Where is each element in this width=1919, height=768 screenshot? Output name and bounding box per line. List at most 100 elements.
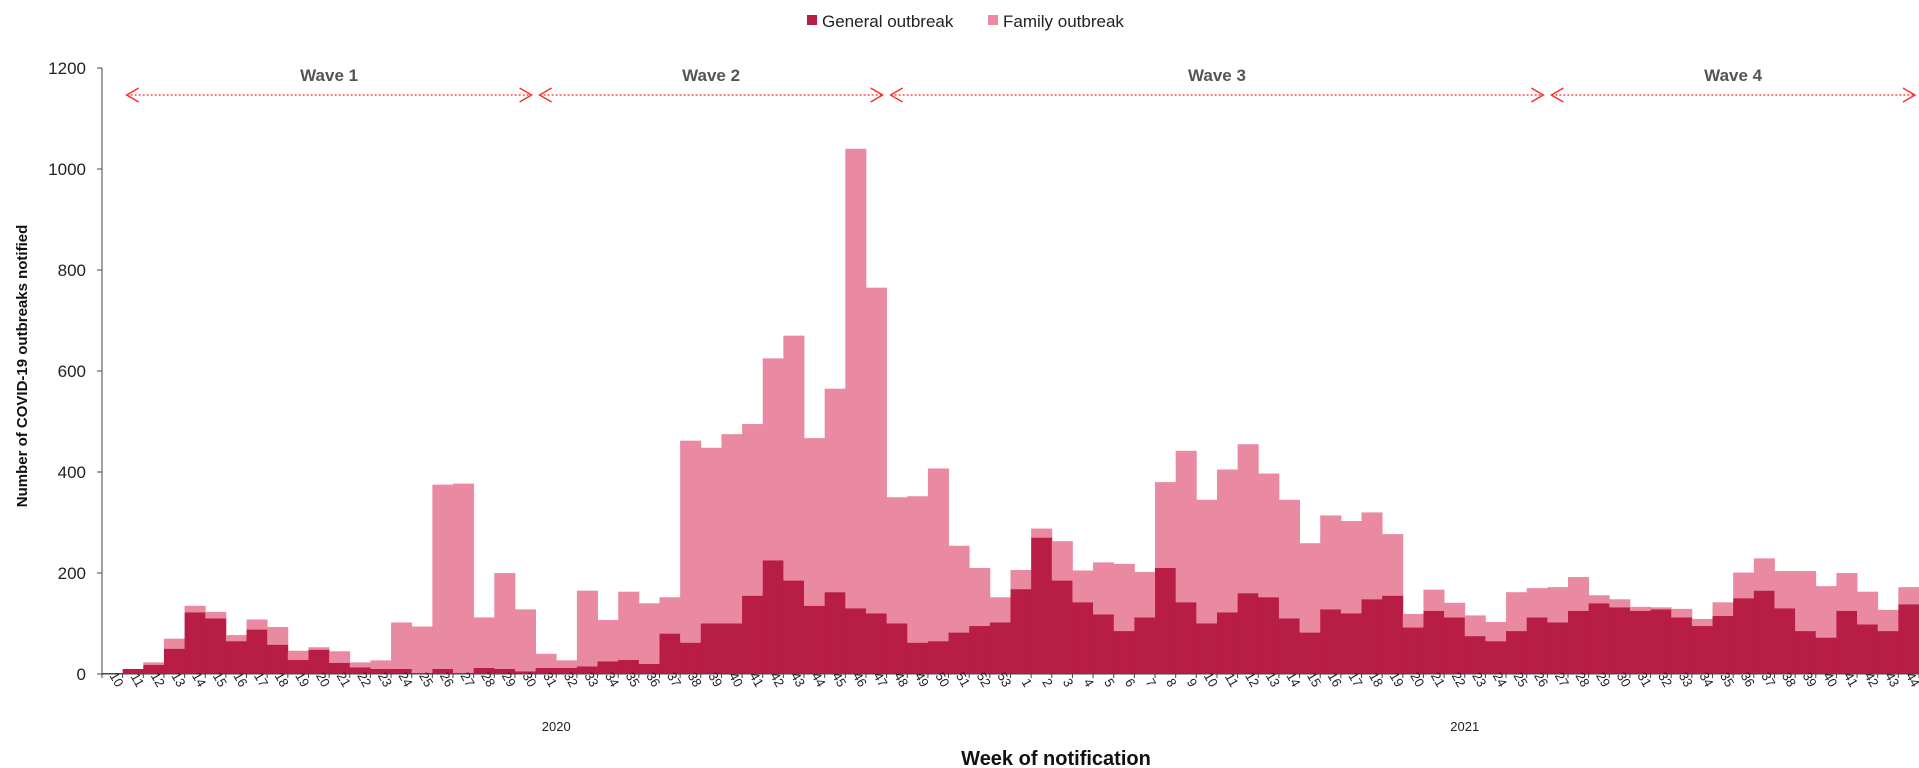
x-tick-label: 51 (953, 669, 973, 689)
x-tick-label: 17 (1345, 669, 1365, 689)
bar-general-outbreak (721, 623, 743, 674)
x-tick-label: 7 (1142, 676, 1159, 690)
bar-general-outbreak (267, 644, 289, 674)
bar-family-outbreak (1650, 607, 1672, 610)
x-tick-label: 34 (602, 669, 622, 689)
bar-general-outbreak (1155, 567, 1177, 674)
x-tick-label: 10 (1201, 669, 1221, 689)
bar-family-outbreak (514, 609, 537, 672)
bar-general-outbreak (927, 641, 949, 674)
x-tick-label: 5 (1101, 676, 1118, 690)
x-axis-ticks: 10 11 12 13 14 15 16 17 18 19 20 21 22 23 24 25 26 27 28 29… (101, 669, 1919, 690)
bar-family-outbreak (1031, 528, 1053, 538)
bar-general-outbreak (1299, 632, 1321, 674)
x-tick-label: 3 (1060, 676, 1077, 690)
bar-family-outbreak (411, 626, 433, 673)
bar-general-outbreak (1774, 608, 1796, 674)
bar-general-outbreak (1650, 609, 1672, 674)
bar-general-outbreak (225, 641, 247, 674)
x-tick-label: 22 (354, 669, 374, 689)
bar-general-outbreak (473, 667, 495, 674)
bar-general-outbreak (205, 618, 227, 674)
bar-general-outbreak (1898, 604, 1919, 674)
bar-general-outbreak (1733, 598, 1755, 674)
x-tick-label: 23 (375, 669, 395, 689)
legend-swatch-general (807, 15, 817, 25)
bar-family-outbreak (1671, 608, 1693, 618)
bar-general-outbreak (989, 622, 1011, 674)
bar-family-outbreak (927, 468, 949, 642)
bar-general-outbreak (907, 642, 929, 674)
x-tick-label: 27 (458, 669, 478, 689)
x-tick-label: 45 (829, 669, 849, 689)
bar-general-outbreak (1588, 603, 1610, 674)
x-tick-label: 19 (1387, 669, 1407, 689)
bar-family-outbreak (453, 483, 475, 673)
x-tick-label: 41 (1841, 669, 1861, 689)
bar-family-outbreak (1629, 606, 1651, 611)
bar-general-outbreak (143, 664, 165, 674)
bar-family-outbreak (143, 662, 165, 665)
bar-general-outbreak (1361, 599, 1383, 674)
x-tick-label: 14 (189, 669, 209, 689)
bar-family-outbreak (1155, 482, 1177, 568)
bar-general-outbreak (1444, 617, 1466, 674)
x-tick-label: 21 (334, 669, 354, 689)
x-tick-label: 28 (478, 669, 498, 689)
bar-family-outbreak (1753, 558, 1775, 591)
bar-general-outbreak (824, 592, 846, 674)
bar-family-outbreak (473, 617, 495, 668)
bar-family-outbreak (1712, 602, 1734, 616)
bar-family-outbreak (432, 484, 454, 669)
bar-general-outbreak (432, 668, 454, 674)
x-tick-label: 24 (396, 669, 416, 689)
bar-family-outbreak (865, 287, 888, 614)
bar-general-outbreak (514, 671, 537, 674)
bar-general-outbreak (886, 623, 908, 674)
bar-family-outbreak (1093, 562, 1115, 615)
bar-family-outbreak (824, 388, 846, 593)
bar-general-outbreak (556, 667, 578, 674)
x-tick-label: 37 (664, 669, 684, 689)
bar-family-outbreak (1196, 499, 1218, 624)
wave-label: Wave 4 (1704, 66, 1763, 85)
x-tick-label: 52 (974, 669, 994, 689)
bar-general-outbreak (349, 667, 371, 674)
x-tick-label: 14 (1283, 669, 1303, 689)
x-tick-label: 40 (1820, 669, 1840, 689)
bar-family-outbreak (618, 591, 640, 660)
bar-family-outbreak (1836, 573, 1858, 611)
bar-family-outbreak (494, 573, 516, 669)
x-tick-label: 34 (1696, 669, 1716, 689)
bar-family-outbreak (267, 627, 289, 645)
bar-family-outbreak (1382, 534, 1404, 596)
bar-family-outbreak (1444, 602, 1466, 618)
bar-general-outbreak (700, 623, 722, 674)
x-tick-label: 46 (850, 669, 870, 689)
x-tick-label: 49 (912, 669, 932, 689)
bar-family-outbreak (1320, 515, 1342, 610)
bar-family-outbreak (804, 438, 826, 606)
bar-general-outbreak (163, 648, 185, 674)
bar-family-outbreak (597, 619, 619, 662)
bar-general-outbreak (1258, 597, 1280, 674)
x-tick-label: 38 (1779, 669, 1799, 689)
bar-family-outbreak (1547, 587, 1569, 623)
wave-arrow-head-left (1549, 87, 1564, 103)
bar-general-outbreak (1340, 613, 1362, 674)
bar-general-outbreak (1877, 631, 1899, 674)
x-tick-label: 29 (499, 669, 519, 689)
bar-general-outbreak (1795, 631, 1817, 674)
bar-family-outbreak (1278, 499, 1300, 619)
wave-label: Wave 1 (300, 66, 358, 85)
bar-general-outbreak (1320, 609, 1342, 674)
x-tick-label: 2 (1039, 676, 1056, 690)
bar-general-outbreak (576, 666, 598, 674)
x-tick-label: 22 (1449, 669, 1469, 689)
bar-family-outbreak (556, 660, 578, 668)
bar-general-outbreak (1402, 627, 1424, 674)
bar-general-outbreak (1423, 610, 1445, 674)
x-tick-label: 26 (437, 669, 457, 689)
x-tick-label: 32 (561, 669, 581, 689)
